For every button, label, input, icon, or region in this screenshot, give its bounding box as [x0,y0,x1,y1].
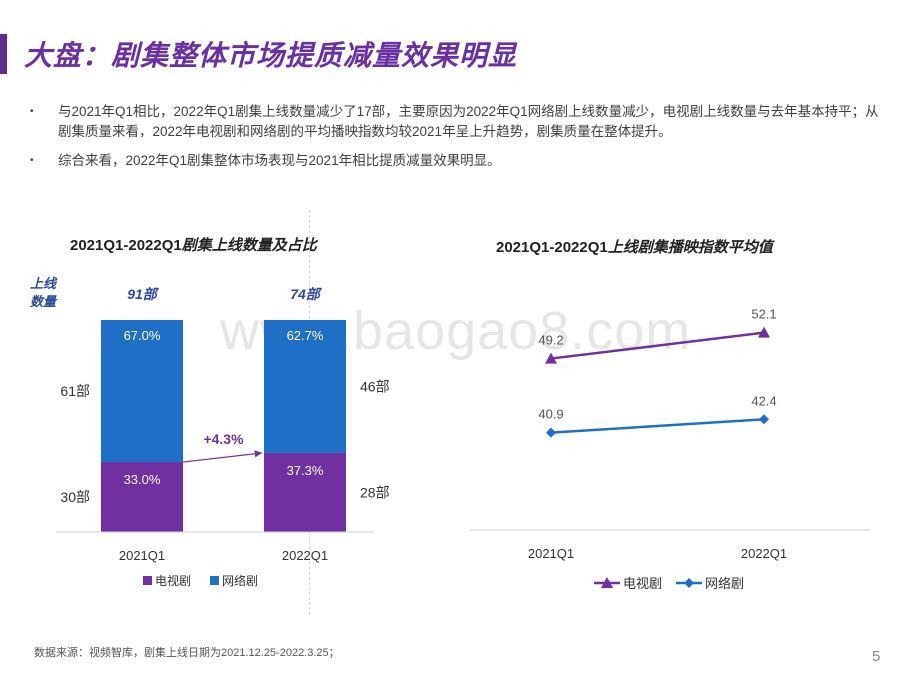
x-tick-label: 2021Q1 [528,546,574,561]
bullet-list: • 与2021年Q1相比，2022年Q1剧集上线数量减少了17部，主要原因为20… [30,102,890,180]
bar-chart-title-suffix: 剧集上线数量及占比 [181,237,317,254]
data-label: 49.2 [538,333,563,348]
bar-data-label: 62.7% [287,328,324,343]
bullet-item: • 与2021年Q1相比，2022年Q1剧集上线数量减少了17部，主要原因为20… [30,102,890,142]
legend-label-web: 网络剧 [705,576,744,591]
bar-data-label: 33.0% [124,472,161,487]
y-axis-label: 数量 [30,294,58,309]
y-axis-label: 上线 [30,276,58,291]
data-source-note: 数据来源：视频智库，剧集上线日期为2021.12.25-2022.3.25； [34,647,340,659]
x-tick-label: 2022Q1 [282,548,328,563]
growth-annotation: +4.3% [203,431,244,447]
line-chart: 2021Q1 2022Q1 49.2 52.1 40.9 42.4 电视剧 网络剧 [470,307,870,591]
page-number: 5 [872,648,881,665]
count-label-web: 61部 [60,383,90,399]
bar-data-label: 67.0% [124,328,161,343]
bullet-item: • 综合来看，2022年Q1剧集整体市场表现与2021年相比提质减量效果明显。 [30,151,890,171]
legend-label-web: 网络剧 [222,573,258,588]
data-point-tv [545,352,557,364]
count-label-tv: 28部 [360,484,390,500]
legend-swatch-tv [143,576,152,585]
series-line-web [550,418,765,434]
legend-swatch-web [210,576,219,585]
count-label-web: 46部 [360,378,390,394]
data-point-tv [758,326,770,338]
data-point-web [759,414,769,425]
data-label: 42.4 [751,393,776,408]
data-point-web [546,427,556,438]
bar-chart-title-prefix: 2021Q1-2022Q1 [70,237,182,254]
line-chart-title: 2021Q1-2022Q1上线剧集播映指数平均值 [496,236,773,257]
legend-marker-web [684,578,694,588]
legend-label-tv: 电视剧 [623,576,662,591]
data-label: 52.1 [751,307,776,322]
bar-data-label: 37.3% [287,463,324,478]
bar-total-label: 74部 [290,286,323,302]
page-title: 大盘：剧集整体市场提质减量效果明显 [24,40,518,71]
bar-segment-web [101,320,183,463]
bullet-text: 与2021年Q1相比，2022年Q1剧集上线数量减少了17部，主要原因为2022… [58,104,879,139]
bar-segment-tv [101,462,183,532]
bar-total-label: 91部 [127,286,160,302]
bar-segment-tv [264,452,346,532]
data-label: 40.9 [538,407,563,422]
bar-chart: 上线数量 33.0% 67.0% 91部 2021Q1 37.3% 62.7% 74部 2022… [30,276,390,588]
bullet-text: 综合来看，2022年Q1剧集整体市场表现与2021年相比提质减量效果明显。 [58,153,501,168]
legend-marker-tv [601,577,613,588]
bullet-marker: • [30,155,34,166]
title-accent-bar [0,34,7,74]
growth-arrow [182,450,263,463]
series-line-tv [550,331,765,360]
x-tick-label: 2021Q1 [119,548,165,563]
count-label-tv: 30部 [60,489,90,505]
line-chart-title-suffix: 上线剧集播映指数平均值 [607,239,773,256]
x-tick-label: 2022Q1 [741,546,787,561]
line-chart-title-prefix: 2021Q1-2022Q1 [496,239,608,256]
legend-label-tv: 电视剧 [155,573,191,588]
bullet-marker: • [30,106,34,117]
bar-segment-web [264,320,346,453]
bar-chart-title: 2021Q1-2022Q1剧集上线数量及占比 [70,234,317,255]
